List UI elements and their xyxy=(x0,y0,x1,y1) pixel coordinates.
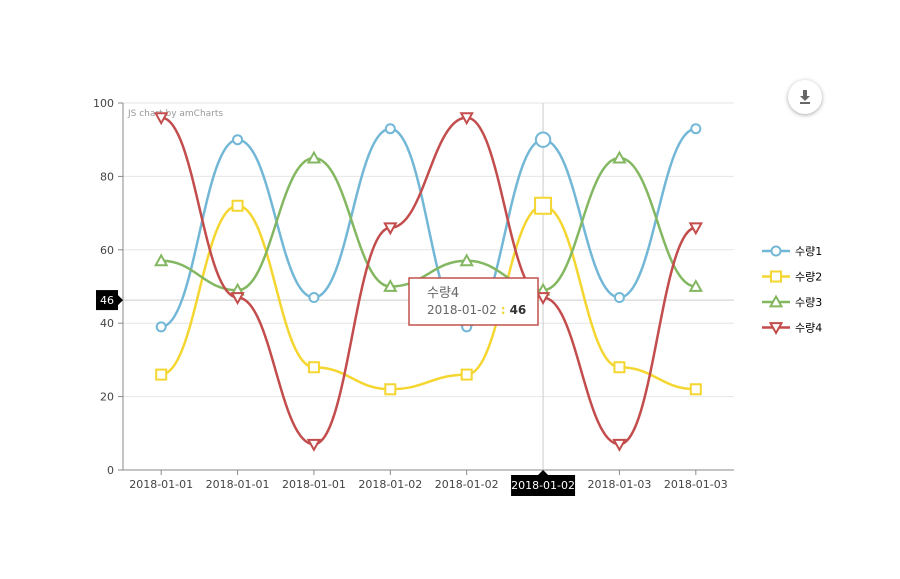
x-tick-label: 2018-01-02 xyxy=(358,478,422,491)
y-tick-label: 80 xyxy=(100,170,114,183)
legend-swatch-marker xyxy=(770,270,782,283)
legend-label: 수량3 xyxy=(795,296,822,309)
legend-swatch-marker xyxy=(770,245,782,257)
point-marker xyxy=(612,150,627,164)
series-line xyxy=(160,127,697,329)
point-marker xyxy=(153,112,169,126)
cursor-category-tag: 2018-01-02 xyxy=(511,470,576,496)
cursor-value-tag-bg xyxy=(96,290,118,311)
legend-item-3[interactable]: 수량3 xyxy=(762,294,822,309)
point-marker xyxy=(383,278,398,292)
y-tick-label: 20 xyxy=(100,391,114,404)
series-4 xyxy=(153,112,704,452)
tooltip-series-name: 수량4 xyxy=(427,286,459,301)
y-tick-label: 100 xyxy=(93,97,114,110)
cursor-category-tag-bg xyxy=(511,475,576,496)
y-tick-label: 40 xyxy=(100,317,114,330)
point-marker xyxy=(153,253,169,267)
point-marker xyxy=(459,112,474,126)
tooltip-balloon: 수량4 2018-01-02:46 xyxy=(408,277,539,326)
tooltip-category: 2018-01-02 xyxy=(427,303,497,317)
series-1 xyxy=(155,123,702,333)
point-marker xyxy=(232,134,244,146)
export-menu-button[interactable] xyxy=(788,80,822,114)
point-marker xyxy=(384,383,397,396)
legend-swatch-marker xyxy=(768,322,784,336)
point-marker xyxy=(535,292,551,306)
cursor-category-tag-arrow xyxy=(538,470,549,475)
point-marker xyxy=(383,222,398,236)
x-tick-label: 2018-01-01 xyxy=(282,478,346,491)
legend-label: 수량1 xyxy=(795,245,822,258)
point-marker xyxy=(306,150,322,164)
download-icon xyxy=(800,90,810,104)
point-marker xyxy=(688,278,704,292)
point-marker xyxy=(534,196,553,215)
point-marker xyxy=(690,123,702,135)
x-tick-label: 2018-01-03 xyxy=(587,478,651,491)
point-marker xyxy=(613,361,626,374)
point-marker xyxy=(689,383,702,396)
point-marker xyxy=(307,361,320,374)
legend-label: 수량4 xyxy=(795,322,822,335)
legend-item-1[interactable]: 수량1 xyxy=(762,245,822,258)
credit-text[interactable]: JS chart by amCharts xyxy=(127,109,223,119)
point-marker xyxy=(384,123,396,135)
point-marker xyxy=(688,222,704,236)
point-marker xyxy=(155,321,167,333)
tooltip-separator: : xyxy=(501,303,506,317)
point-marker xyxy=(612,438,627,452)
legend-item-4[interactable]: 수량4 xyxy=(762,322,822,336)
point-marker xyxy=(308,292,320,304)
legend-item-2[interactable]: 수량2 xyxy=(762,270,822,284)
legend-swatch-marker xyxy=(768,294,784,308)
tooltip-box xyxy=(408,277,539,326)
point-marker xyxy=(155,368,168,381)
x-tick-label: 2018-01-02 xyxy=(435,478,499,491)
axes: 0 20 40 60 80 100 2018-01-01 2018-01-01 2018-01-… xyxy=(93,97,734,491)
y-tick-label: 60 xyxy=(100,244,114,257)
point-marker xyxy=(231,199,244,212)
legend: 수량1 수량2 수량3 수량4 xyxy=(762,245,822,336)
point-marker xyxy=(459,253,474,267)
point-marker xyxy=(613,292,625,304)
series-2 xyxy=(155,196,702,396)
legend-label: 수량2 xyxy=(795,271,822,284)
x-tick-label: 2018-01-01 xyxy=(206,478,270,491)
series-layer xyxy=(153,112,704,452)
tooltip-value: 46 xyxy=(510,303,527,317)
cursor-value-tag-arrow xyxy=(118,295,123,306)
point-marker xyxy=(306,438,322,452)
x-tick-label: 2018-01-01 xyxy=(129,478,193,491)
point-marker xyxy=(460,368,473,381)
series-3 xyxy=(153,150,704,296)
tooltip-value-line: 2018-01-02:46 xyxy=(427,303,526,317)
point-marker xyxy=(534,131,552,148)
x-tick-label: 2018-01-03 xyxy=(664,478,728,491)
cursor-category-text: 2018-01-02 xyxy=(511,479,575,492)
cursor-value-text: 46 xyxy=(100,294,114,307)
cursor-value-tag: 46 xyxy=(96,290,123,311)
point-marker xyxy=(230,292,245,306)
y-tick-label: 0 xyxy=(107,464,114,477)
